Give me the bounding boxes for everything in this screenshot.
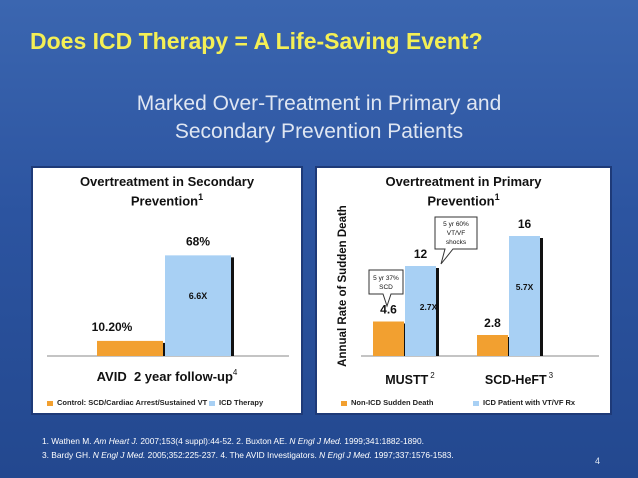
- chart-title-sup: 1: [198, 192, 204, 202]
- reference-text: 3. Bardy GH.: [42, 450, 93, 460]
- category-text: SCD-HeFT: [485, 373, 547, 387]
- legend-label: ICD Patient with VT/VF Rx: [483, 398, 576, 407]
- legend-icd: ICD Therapy: [209, 398, 263, 407]
- data-label: 12: [414, 247, 428, 261]
- data-label: 10.20%: [92, 320, 133, 334]
- data-label: 16: [518, 217, 532, 231]
- data-label: 68%: [186, 234, 210, 248]
- category-sup: 3: [549, 371, 554, 380]
- chart-title-line-2: Prevention1: [317, 192, 610, 208]
- primary-prevention-bar-chart: Annual Rate of Sudden Death 4.6 12 2.8 16 2.7…: [337, 205, 599, 387]
- callout-text: shocks: [446, 239, 467, 246]
- reference-text: N Engl J Med.: [319, 450, 372, 460]
- bar-non-icd-scd-heft: [477, 335, 508, 356]
- legend-swatch-blue: [209, 400, 215, 406]
- legend-icd-patient: ICD Patient with VT/VF Rx: [473, 398, 575, 407]
- legend-label: Non-ICD Sudden Death: [351, 398, 434, 407]
- category-label: MUSTT 2: [385, 371, 435, 387]
- reference-text: 1. Wathen M.: [42, 436, 94, 446]
- subtitle-line-2: Secondary Prevention Patients: [174, 120, 464, 143]
- bar-control: [97, 340, 163, 356]
- category-sup: 4: [233, 368, 238, 377]
- legend-swatch-orange: [47, 400, 53, 406]
- callout-text: 5 yr 60%: [443, 221, 469, 228]
- reference-text: 2007;153(4 suppl):44-52. 2. Buxton AE.: [138, 436, 290, 446]
- reference-text: 1997;337:1576-1583.: [371, 450, 454, 460]
- callout-bubble-scd: [368, 269, 404, 308]
- slide-subtitle: Marked Over-Treatment in Primary and Sec…: [0, 90, 638, 146]
- reference-text: N Engl J Med.: [92, 450, 146, 460]
- data-label: 4.6: [380, 303, 397, 317]
- y-axis-label: Annual Rate of Sudden Death: [337, 205, 349, 367]
- legend-control: Control: SCD/Cardiac Arrest/Sustained VT: [47, 398, 207, 407]
- callout-text: VT/VF: [447, 230, 465, 237]
- category-text: AVID 2 year follow-up: [97, 369, 233, 384]
- chart-title-text: Prevention: [130, 193, 199, 209]
- slide-title: Does ICD Therapy = A Life-Saving Event?: [30, 28, 483, 54]
- chart-title-sup: 1: [494, 192, 500, 202]
- callout-text: 5 yr 37%: [373, 275, 399, 282]
- legend-label: ICD Therapy: [219, 398, 264, 407]
- reference-text: N Engl J Med.: [289, 436, 342, 446]
- chart-title-line-2: Prevention1: [33, 192, 301, 208]
- legend-swatch-blue: [473, 400, 479, 406]
- callout-bubble-shocks: [434, 216, 478, 265]
- legend-swatch-orange: [341, 400, 347, 406]
- secondary-prevention-chart-panel: Overtreatment in Secondary Prevention1 1…: [31, 166, 303, 415]
- category-label: AVID 2 year follow-up4: [97, 368, 238, 384]
- reference-line-1: 1. Wathen M. Am Heart J. 2007;153(4 supp…: [42, 434, 454, 448]
- category-label: SCD-HeFT 3: [485, 371, 554, 387]
- bar-icd-scd-heft: [509, 236, 540, 356]
- legend-non-icd: Non-ICD Sudden Death: [341, 398, 434, 407]
- chart-title-line-1: Overtreatment in Secondary: [79, 174, 255, 189]
- bar-icd-mustt: [405, 266, 436, 356]
- reference-text: Am Heart J.: [93, 436, 139, 446]
- references: 1. Wathen M. Am Heart J. 2007;153(4 supp…: [42, 434, 454, 462]
- chart-title-text: Prevention: [427, 193, 495, 209]
- ratio-label: 6.6X: [189, 291, 208, 301]
- primary-prevention-chart-panel: Overtreatment in Primary Prevention1 Ann…: [315, 166, 612, 415]
- secondary-prevention-bar-chart: 10.20% 68% 6.6X AVID 2 year follow-up4: [47, 234, 289, 384]
- bar-non-icd-mustt: [373, 321, 404, 356]
- reference-text: 1999;341:1882-1890.: [341, 436, 424, 446]
- callout-text: SCD: [379, 284, 393, 291]
- ratio-label: 2.7X: [420, 302, 438, 312]
- legend-label: Control: SCD/Cardiac Arrest/Sustained VT: [57, 398, 208, 407]
- ratio-label: 5.7X: [516, 282, 534, 292]
- bar-icd-therapy: [165, 255, 231, 356]
- chart-title-line-1: Overtreatment in Primary: [385, 174, 542, 189]
- category-sup: 2: [430, 371, 435, 380]
- reference-line-2: 3. Bardy GH. N Engl J Med. 2005;352:225-…: [42, 448, 454, 462]
- reference-text: 2005;352:225-237. 4. The AVID Investigat…: [145, 450, 320, 460]
- subtitle-line-1: Marked Over-Treatment in Primary and: [136, 92, 502, 115]
- page-number: 4: [595, 456, 601, 466]
- category-text: MUSTT: [385, 373, 428, 387]
- data-label: 2.8: [484, 316, 501, 330]
